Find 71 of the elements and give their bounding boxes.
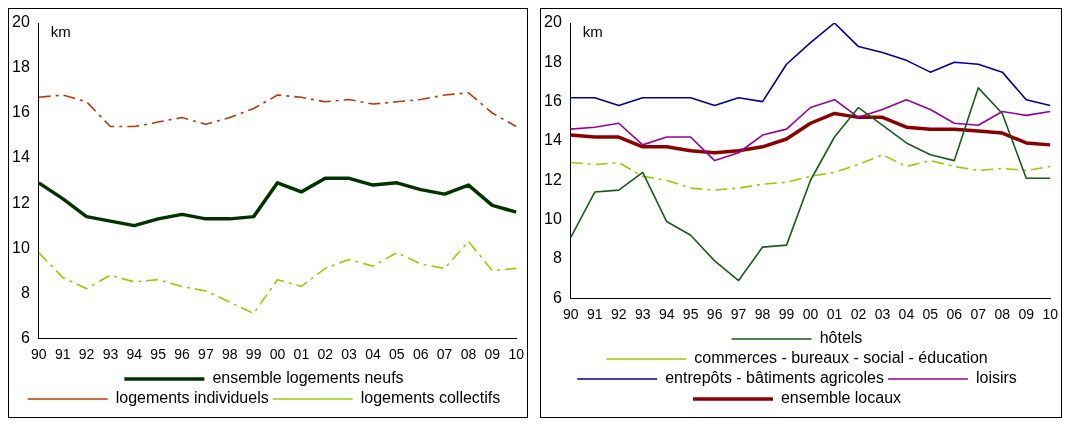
x-tick-label: 10 — [508, 346, 525, 363]
x-tick-label: 94 — [658, 306, 675, 323]
x-tick-label: 92 — [610, 306, 627, 323]
x-tick-label: 96 — [174, 346, 191, 363]
x-tick-label: 00 — [802, 306, 819, 323]
y-tick-label: 14 — [12, 148, 30, 166]
line-series — [38, 240, 518, 315]
x-tick-label: 95 — [150, 346, 167, 363]
y-tick-label: 20 — [12, 13, 30, 31]
x-tick-label: 99 — [245, 346, 262, 363]
x-tick-label: 04 — [898, 306, 915, 323]
y-tick-label: 12 — [544, 170, 562, 188]
y-tick-label: 14 — [544, 131, 562, 149]
x-tick-label: 02 — [317, 346, 334, 363]
y-tick-label: 6 — [552, 288, 562, 306]
legend-label: ensemble logements neufs — [212, 369, 404, 387]
y-tick-label: 12 — [12, 193, 30, 211]
x-tick-label: 07 — [436, 346, 453, 363]
x-tick-label: 99 — [778, 306, 795, 323]
y-tick-label: 16 — [12, 103, 30, 121]
y-axis-title: km — [50, 22, 71, 40]
legend-label: commerces - bureaux - social - éducation — [694, 349, 988, 367]
x-tick-label: 92 — [78, 346, 95, 363]
y-tick-label: 10 — [12, 238, 30, 256]
y-tick-label: 8 — [20, 283, 30, 301]
y-tick-label: 18 — [544, 52, 562, 70]
x-tick-label: 01 — [826, 306, 843, 323]
x-tick-label: 08 — [994, 306, 1011, 323]
x-tick-label: 00 — [269, 346, 286, 363]
x-tick-label: 91 — [586, 306, 603, 323]
y-tick-label: 6 — [20, 328, 30, 346]
x-tick-label: 90 — [563, 306, 579, 323]
x-tick-label: 03 — [341, 346, 358, 363]
x-tick-label: 09 — [1018, 306, 1035, 323]
legend-label: hôtels — [819, 329, 863, 347]
x-tick-label: 05 — [389, 346, 405, 363]
y-tick-label: 10 — [544, 209, 562, 227]
x-tick-label: 06 — [946, 306, 963, 323]
x-tick-label: 10 — [1042, 306, 1059, 323]
x-tick-label: 07 — [970, 306, 987, 323]
line-series — [570, 153, 1052, 191]
x-tick-label: 04 — [365, 346, 381, 363]
x-tick-label: 93 — [634, 306, 651, 323]
x-tick-label: 96 — [706, 306, 723, 323]
x-tick-label: 01 — [293, 346, 310, 363]
x-tick-label: 90 — [31, 346, 47, 363]
x-tick-label: 95 — [682, 306, 699, 323]
x-tick-label: 05 — [922, 306, 939, 323]
legend-label: ensemble locaux — [780, 389, 902, 407]
x-tick-label: 02 — [850, 306, 867, 323]
x-tick-label: 03 — [874, 306, 891, 323]
x-tick-label: 97 — [730, 306, 747, 323]
x-tick-label: 97 — [198, 346, 214, 363]
y-tick-label: 8 — [552, 249, 562, 267]
legend-label: entrepôts - bâtiments agricoles — [665, 369, 884, 387]
legend-label: loisirs — [975, 369, 1017, 387]
y-tick-label: 18 — [12, 58, 30, 76]
x-tick-label: 09 — [484, 346, 501, 363]
x-tick-label: 94 — [126, 346, 143, 363]
legend-label: logements individuels — [115, 389, 269, 407]
x-tick-label: 98 — [754, 306, 771, 323]
line-series — [38, 91, 518, 128]
x-tick-label: 06 — [412, 346, 429, 363]
x-tick-label: 98 — [221, 346, 238, 363]
y-tick-label: 16 — [544, 92, 562, 110]
y-axis-title: km — [582, 22, 603, 40]
x-tick-label: 08 — [460, 346, 477, 363]
legend-label: logements collectifs — [360, 389, 501, 407]
x-tick-label: 93 — [102, 346, 119, 363]
y-tick-label: 20 — [544, 13, 562, 31]
x-tick-label: 91 — [54, 346, 71, 363]
